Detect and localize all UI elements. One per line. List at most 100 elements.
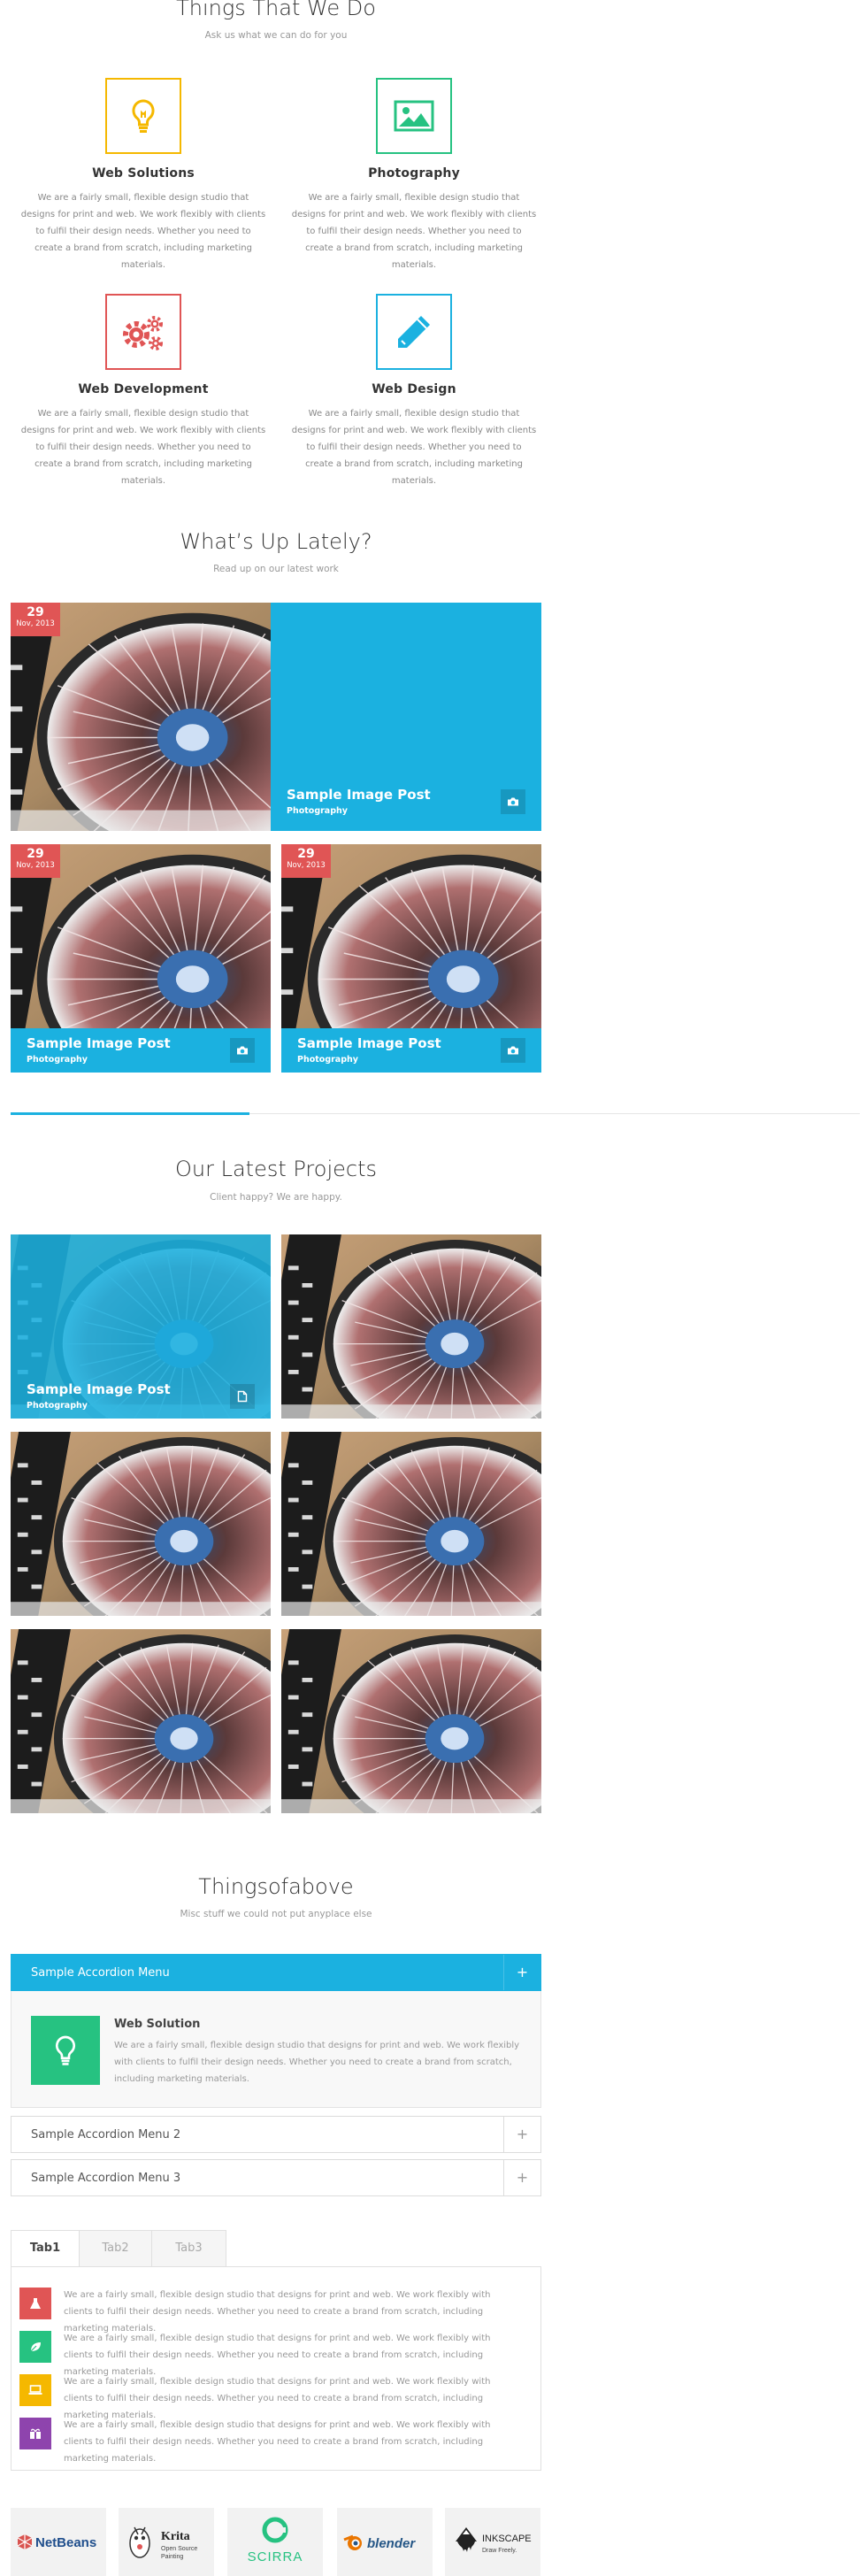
project-tile[interactable]	[281, 1234, 541, 1419]
project-caption: Sample Image Post Photography	[11, 1374, 271, 1419]
service-icon-box	[105, 78, 181, 154]
client-logo-blender[interactable]: blender	[337, 2508, 433, 2576]
post-caption: Sample Image Post Photography	[281, 1028, 541, 1073]
project-image	[281, 1432, 541, 1616]
accordion-label: Sample Accordion Menu 2	[31, 2128, 181, 2142]
post-format-button[interactable]	[501, 1038, 525, 1063]
project-image	[11, 1432, 271, 1616]
projects-title: Our Latest Projects	[174, 1157, 377, 1181]
logo-text: blender	[367, 2536, 416, 2551]
client-logo-scirra[interactable]: SCIRRA	[227, 2508, 323, 2576]
accordion-header-1[interactable]: Sample Accordion Menu +	[11, 1954, 541, 1991]
project-category[interactable]: Photography	[27, 1401, 88, 1411]
tab-panel	[11, 2266, 541, 2471]
service-text: We are a fairly small, flexible design s…	[291, 409, 537, 486]
document-icon	[237, 1390, 248, 1403]
logo-text: NetBeans	[35, 2535, 96, 2550]
service-web-design: Web Design We are a fairly small, flexib…	[286, 294, 542, 489]
post-title[interactable]: Sample Image Post	[27, 1035, 171, 1051]
tab-2[interactable]: Tab2	[79, 2230, 152, 2267]
post-category[interactable]: Photography	[297, 1055, 358, 1065]
project-tile[interactable]: Sample Image Post Photography	[11, 1234, 271, 1419]
project-tile[interactable]	[11, 1432, 271, 1616]
service-photography: Photography We are a fairly small, flexi…	[286, 78, 542, 273]
post-format-button[interactable]	[501, 789, 525, 814]
accordion-panel: Web Solution We are a fairly small, flex…	[11, 1991, 541, 2108]
netbeans-logo: NetBeans	[17, 2534, 96, 2550]
project-format-button[interactable]	[230, 1384, 255, 1409]
post-format-button[interactable]	[230, 1038, 255, 1063]
service-icon-box	[376, 294, 452, 370]
scirra-logo: SCIRRA	[248, 2517, 302, 2564]
date-badge: 29 Nov, 2013	[281, 844, 331, 878]
date-badge: 29 Nov, 2013	[11, 844, 60, 878]
tab-3[interactable]: Tab3	[151, 2230, 226, 2267]
image-icon	[394, 100, 434, 132]
date-badge: 29 Nov, 2013	[11, 603, 60, 636]
client-logo-netbeans[interactable]: NetBeans	[11, 2508, 106, 2576]
post-category[interactable]: Photography	[287, 806, 348, 816]
blog-post-tile[interactable]: 29 Nov, 2013 Sample Image Post Photograp…	[281, 844, 541, 1073]
service-text: We are a fairly small, flexible design s…	[20, 193, 266, 270]
post-category[interactable]: Photography	[27, 1055, 88, 1065]
project-image	[11, 1629, 271, 1813]
lightbulb-icon	[56, 2035, 75, 2065]
project-title[interactable]: Sample Image Post	[27, 1381, 171, 1397]
accordion-panel-text: We are a fairly small, flexible design s…	[114, 2041, 520, 2084]
tab-item-icon-box	[19, 2288, 51, 2319]
project-tile[interactable]	[11, 1629, 271, 1813]
blog-subtitle: Read up on our latest work	[213, 564, 339, 574]
krita-logo: Krita Open Source Painting	[129, 2526, 197, 2560]
plus-icon[interactable]: +	[503, 2160, 540, 2195]
plus-icon[interactable]: +	[503, 2117, 540, 2152]
laptop-icon	[28, 2385, 42, 2395]
client-logo-inkscape[interactable]: INKSCAPE Draw Freely.	[445, 2508, 540, 2576]
service-text: We are a fairly small, flexible design s…	[20, 409, 266, 486]
tab-item-text: We are a fairly small, flexible design s…	[64, 2377, 491, 2420]
accordion-header-3[interactable]: Sample Accordion Menu 3 +	[11, 2159, 541, 2196]
tab-item-icon-box	[19, 2374, 51, 2406]
post-caption: Sample Image Post Photography	[11, 1028, 271, 1073]
service-title: Web Development	[78, 382, 209, 396]
service-icon-box	[105, 294, 181, 370]
accordion-icon-box	[31, 2016, 100, 2085]
logo-tagline: Draw Freely.	[482, 2548, 517, 2554]
flask-icon	[30, 2298, 41, 2309]
services-subtitle: Ask us what we can do for you	[204, 30, 348, 41]
service-title: Web Design	[372, 382, 456, 396]
post-title[interactable]: Sample Image Post	[297, 1035, 441, 1051]
misc-title: Thingsofabove	[198, 1874, 354, 1899]
tab-item-text: We are a fairly small, flexible design s…	[64, 2334, 491, 2377]
pencil-icon	[398, 316, 430, 348]
logo-tagline: Open Source	[161, 2546, 197, 2552]
camera-icon	[508, 797, 518, 806]
camera-icon	[237, 1046, 248, 1055]
camera-icon	[508, 1046, 518, 1055]
inkscape-logo: INKSCAPE Draw Freely.	[456, 2527, 532, 2554]
project-tile[interactable]	[281, 1432, 541, 1616]
accordion-header-2[interactable]: Sample Accordion Menu 2 +	[11, 2116, 541, 2153]
blog-post-tile[interactable]: 29 Nov, 2013 Sample Image Post Photograp…	[11, 844, 271, 1073]
tab-item-icon-box	[19, 2331, 51, 2363]
service-title: Web Solutions	[92, 166, 195, 181]
tab-item-text: We are a fairly small, flexible design s…	[64, 2290, 491, 2334]
leaf-icon	[30, 2342, 41, 2352]
tab-item-text: We are a fairly small, flexible design s…	[64, 2420, 491, 2464]
project-image	[281, 1234, 541, 1419]
client-logo-krita[interactable]: Krita Open Source Painting	[119, 2508, 214, 2576]
post-title[interactable]: Sample Image Post	[287, 787, 431, 803]
accordion-label: Sample Accordion Menu 3	[31, 2172, 181, 2185]
section-divider-accent	[11, 1112, 249, 1115]
blog-title: What’s Up Lately?	[180, 529, 372, 554]
date-day: 29	[27, 605, 44, 619]
plus-icon[interactable]: +	[503, 1955, 540, 1990]
logo-tagline: Painting	[161, 2554, 183, 2560]
project-tile[interactable]	[281, 1629, 541, 1813]
date-day: 29	[27, 847, 44, 861]
project-image	[281, 1629, 541, 1813]
blog-post-tile[interactable]: 29 Nov, 2013	[11, 603, 271, 831]
gift-icon	[30, 2428, 41, 2439]
tab-1[interactable]: Tab1	[11, 2230, 80, 2268]
blog-post-tile[interactable]: Sample Image Post Photography	[271, 603, 541, 831]
post-caption: Sample Image Post Photography	[271, 780, 541, 831]
